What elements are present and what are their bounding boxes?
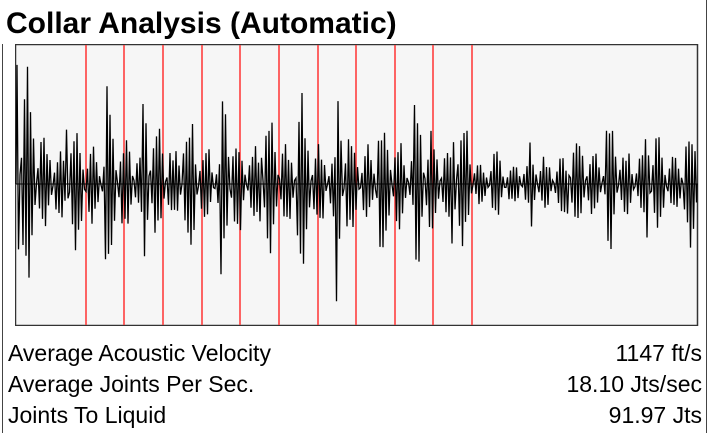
panel-right-border (706, 0, 707, 433)
panel-title: Collar Analysis (Automatic) (6, 7, 397, 40)
acoustic-waveform-plot (15, 44, 699, 326)
acoustic-signal-trace (15, 64, 698, 302)
stat-label: Average Joints Per Sec. (8, 371, 255, 397)
stat-label: Joints To Liquid (8, 402, 167, 428)
stat-row-joints-to-liquid: Joints To Liquid 91.97 Jts (8, 400, 702, 431)
stat-value: 91.97 Jts (608, 402, 702, 428)
stat-row-joints-per-sec: Average Joints Per Sec. 18.10 Jts/sec (8, 369, 702, 400)
stat-value: 18.10 Jts/sec (566, 371, 702, 397)
stat-value: 1147 ft/s (615, 340, 702, 366)
panel-left-border (2, 44, 3, 433)
stats-list: Average Acoustic Velocity 1147 ft/s Aver… (8, 338, 702, 431)
waveform-canvas (15, 44, 699, 326)
stat-row-acoustic-velocity: Average Acoustic Velocity 1147 ft/s (8, 338, 702, 369)
stat-label: Average Acoustic Velocity (8, 340, 271, 366)
